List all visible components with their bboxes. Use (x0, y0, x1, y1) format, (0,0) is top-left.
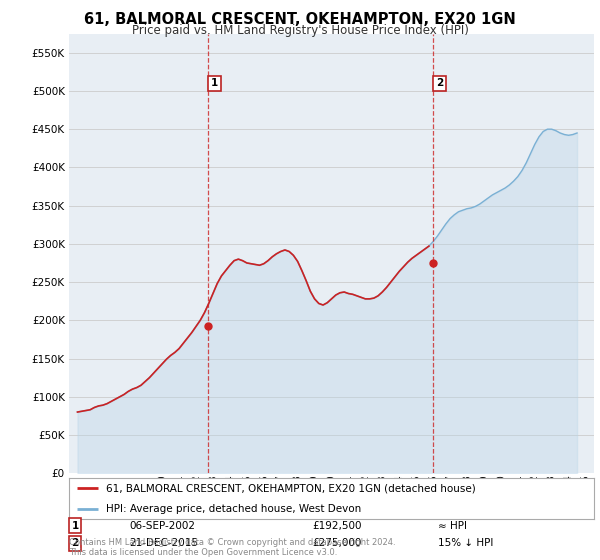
Text: 61, BALMORAL CRESCENT, OKEHAMPTON, EX20 1GN (detached house): 61, BALMORAL CRESCENT, OKEHAMPTON, EX20 … (106, 483, 476, 493)
Text: ≈ HPI: ≈ HPI (438, 521, 467, 531)
Text: 06-SEP-2002: 06-SEP-2002 (129, 521, 195, 531)
Text: 2: 2 (436, 78, 443, 88)
Text: £192,500: £192,500 (312, 521, 361, 531)
Text: 2: 2 (71, 538, 79, 548)
Text: 15% ↓ HPI: 15% ↓ HPI (438, 538, 493, 548)
Text: HPI: Average price, detached house, West Devon: HPI: Average price, detached house, West… (106, 504, 361, 514)
Text: 61, BALMORAL CRESCENT, OKEHAMPTON, EX20 1GN: 61, BALMORAL CRESCENT, OKEHAMPTON, EX20 … (84, 12, 516, 27)
Text: 21-DEC-2015: 21-DEC-2015 (129, 538, 198, 548)
Text: 1: 1 (211, 78, 218, 88)
Text: 1: 1 (71, 521, 79, 531)
Text: Contains HM Land Registry data © Crown copyright and database right 2024.
This d: Contains HM Land Registry data © Crown c… (69, 538, 395, 557)
Text: £275,000: £275,000 (312, 538, 361, 548)
Text: Price paid vs. HM Land Registry's House Price Index (HPI): Price paid vs. HM Land Registry's House … (131, 24, 469, 37)
